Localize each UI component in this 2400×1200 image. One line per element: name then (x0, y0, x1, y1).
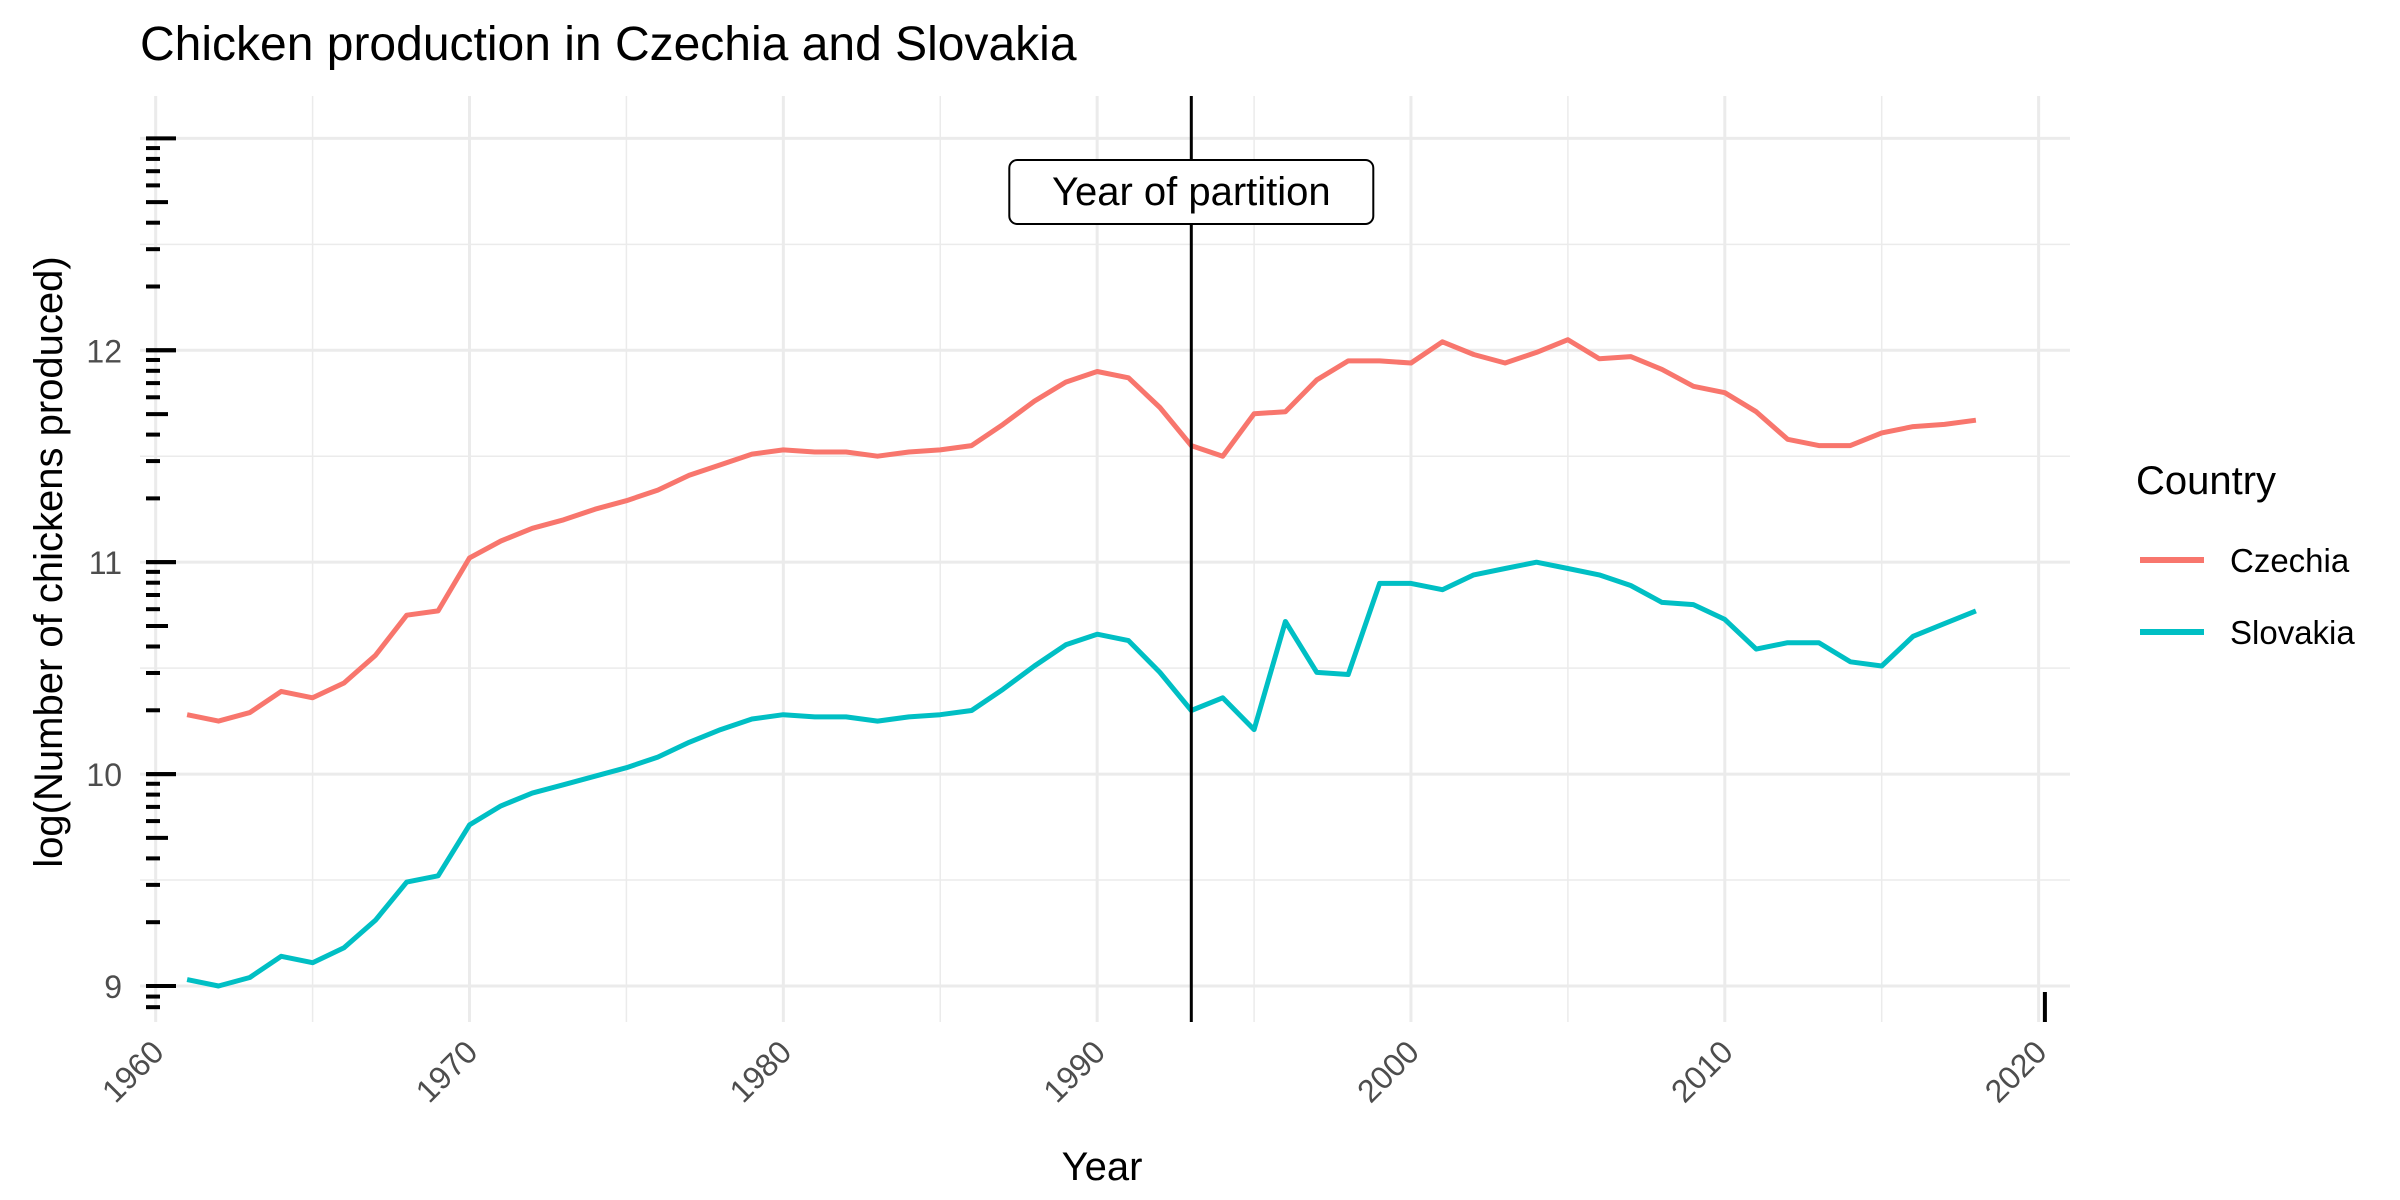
x-tick-label: 1970 (409, 1033, 485, 1109)
series-lines (186, 337, 1977, 989)
x-tick-label: 1980 (722, 1033, 798, 1109)
series-line-czechia (186, 337, 1977, 724)
chart-title: Chicken production in Czechia and Slovak… (140, 18, 1077, 71)
y-tick-label: 9 (104, 969, 122, 1005)
partition-label-box (1008, 159, 1375, 225)
y-tick-label: 10 (86, 757, 122, 793)
x-tick-label: 1990 (1036, 1033, 1112, 1109)
rug-marks (146, 136, 2047, 1022)
y-tick-label: 11 (89, 545, 122, 581)
partition-label: Year of partition (1052, 170, 1331, 214)
legend-label-slovakia: Slovakia (2230, 614, 2355, 651)
legend-title: Country (2136, 459, 2276, 503)
legend: Country Czechia Slovakia (2136, 459, 2355, 651)
tick-labels: 9 10 11 12 1960 1970 1980 1990 2000 2010 2020 (86, 333, 2053, 1109)
y-tick-label: 12 (86, 333, 122, 369)
grid (140, 96, 2070, 1022)
x-tick-label: 2000 (1350, 1033, 1426, 1109)
y-axis-label: log(Number of chickens produced) (27, 256, 71, 867)
x-tick-label: 1960 (95, 1033, 171, 1109)
partition-marker: Year of partition (1008, 96, 1375, 1022)
legend-label-czechia: Czechia (2230, 542, 2350, 579)
x-axis-label: Year (1062, 1145, 1143, 1189)
series-line-slovakia (186, 559, 1977, 989)
x-tick-label: 2020 (1978, 1033, 2054, 1109)
x-tick-label: 2010 (1664, 1033, 1740, 1109)
